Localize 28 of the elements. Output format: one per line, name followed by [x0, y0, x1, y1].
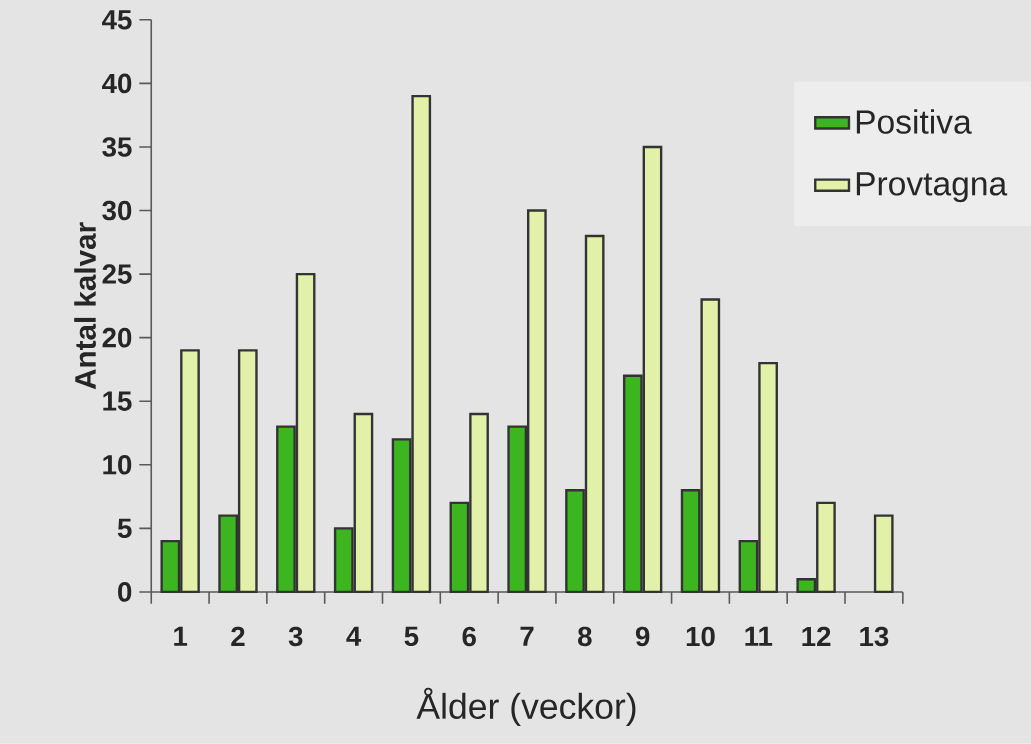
- x-axis-title: Ålder (veckor): [416, 687, 636, 727]
- y-tick-label: 45: [102, 10, 132, 30]
- x-tick-label: 6: [462, 626, 476, 647]
- y-tick-label: 25: [102, 264, 132, 285]
- x-tick-label: 11: [745, 626, 773, 646]
- x-tick-label: 13: [860, 626, 889, 647]
- y-tick-label: 20: [102, 328, 132, 348]
- y-tick-label: 5: [117, 518, 132, 539]
- bar: [873, 514, 894, 594]
- y-tick-label: 30: [102, 200, 132, 221]
- y-axis-title: Antal kalvar: [74, 222, 96, 390]
- legend-label: Provtagna: [856, 172, 1008, 203]
- x-tick-label: 5: [404, 626, 419, 647]
- y-tick-label: 10: [103, 455, 132, 475]
- x-tick-label: 1: [174, 626, 188, 646]
- x-tick-label: 2: [231, 626, 245, 647]
- x-tick-label: 7: [520, 626, 534, 646]
- x-tick-label: 9: [635, 626, 650, 647]
- x-tick-label: 4: [346, 626, 362, 646]
- y-tick-label: 40: [102, 73, 132, 94]
- legend-label: Positiva: [856, 109, 972, 135]
- y-tick-label: 15: [103, 391, 132, 412]
- x-tick-label: 10: [686, 626, 715, 647]
- y-tick-label: 35: [102, 137, 132, 157]
- x-tick-label: 8: [578, 626, 592, 647]
- x-tick-label: 12: [802, 626, 831, 647]
- x-tick-label: 3: [288, 626, 303, 647]
- y-tick-label: 0: [118, 582, 132, 602]
